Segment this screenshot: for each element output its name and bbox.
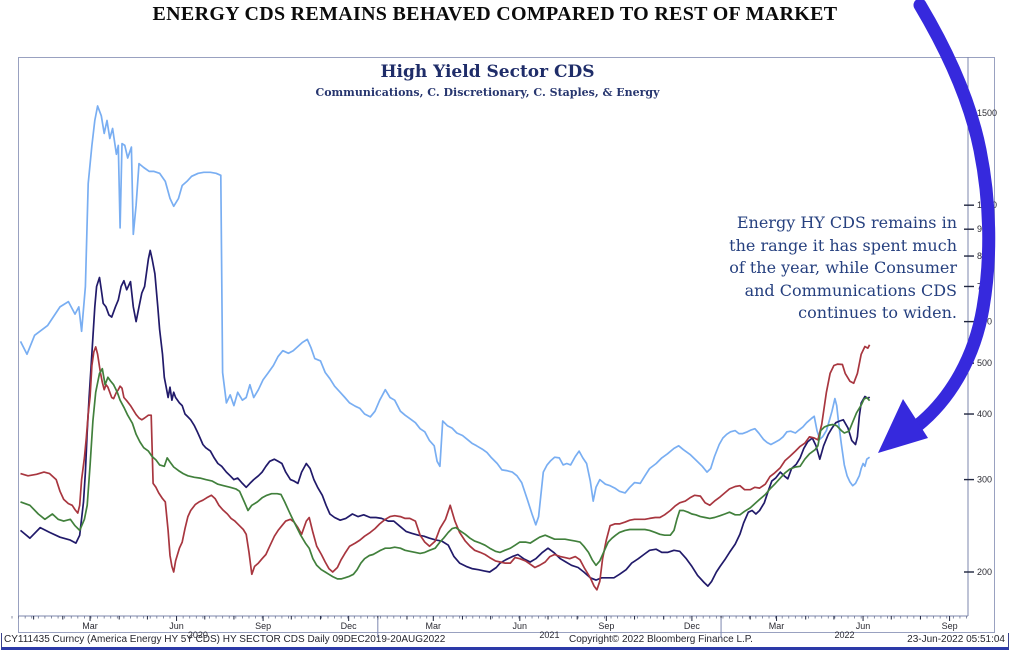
chart-title: High Yield Sector CDS <box>380 62 595 82</box>
annotation-line: continues to widen. <box>798 303 957 322</box>
status-copyright: Copyright© 2022 Bloomberg Finance L.P. <box>569 634 753 645</box>
annotation-line: and Communications CDS <box>744 280 957 300</box>
annotation-line: Energy HY CDS remains in <box>736 213 957 232</box>
annotation-line: of the year, while Consumer <box>729 258 957 277</box>
chart-subtitle: Communications, C. Discretionary, C. Sta… <box>315 86 660 99</box>
page-headline: ENERGY CDS REMAINS BEHAVED COMPARED TO R… <box>152 3 838 25</box>
chart-frame <box>18 57 995 633</box>
annotation-line: the range it has spent much <box>729 235 957 255</box>
chart-annotation: Energy HY CDS remains in the range it has… <box>657 212 957 325</box>
status-security-info: CY111435 Curncy (America Energy HY 5Y CD… <box>4 634 446 645</box>
status-bar: CY111435 Curncy (America Energy HY 5Y CD… <box>1 633 1009 650</box>
status-timestamp: 23-Jun-2022 05:51:04 <box>907 634 1005 645</box>
